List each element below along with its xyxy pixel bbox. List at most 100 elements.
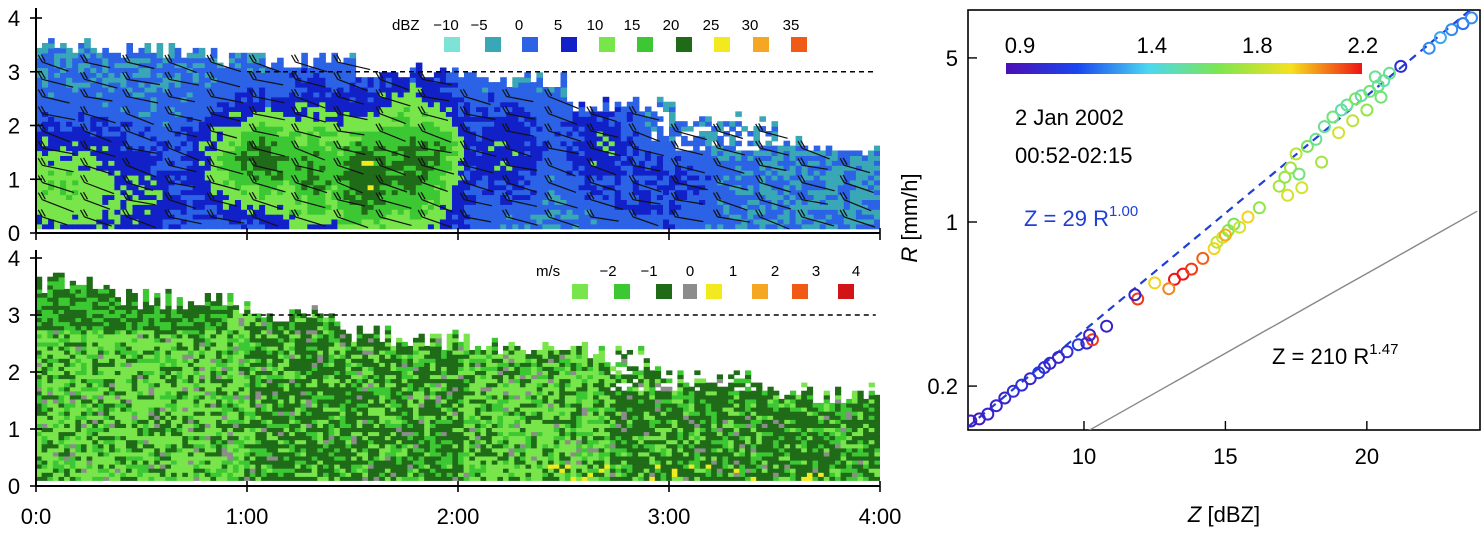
reflectivity-cell <box>253 155 260 161</box>
reflectivity-cell <box>228 77 236 83</box>
reflectivity-cell <box>705 199 712 205</box>
reflectivity-cell <box>259 140 266 147</box>
reflectivity-cell <box>367 174 375 181</box>
reflectivity-cell <box>421 116 429 122</box>
reflectivity-cell <box>120 62 127 69</box>
reflectivity-cell <box>60 87 67 93</box>
reflectivity-cell <box>216 223 224 230</box>
reflectivity-cell <box>247 121 254 127</box>
reflectivity-cell <box>506 170 513 176</box>
reflectivity-cell <box>234 160 242 166</box>
reflectivity-cell <box>180 218 188 225</box>
velocity-cell <box>92 464 99 469</box>
velocity-cell <box>64 402 71 408</box>
reflectivity-cell <box>186 174 194 181</box>
reflectivity-cell <box>144 121 152 127</box>
reflectivity-cell <box>554 150 562 156</box>
reflectivity-cell <box>464 131 471 137</box>
reflectivity-cell <box>42 101 49 108</box>
reflectivity-cell <box>228 96 236 103</box>
reflectivity-cell <box>433 199 441 205</box>
reflectivity-cell <box>120 179 127 186</box>
reflectivity-cell <box>331 179 338 186</box>
reflectivity-cell <box>379 131 387 137</box>
reflectivity-cell <box>337 140 344 147</box>
reflectivity-cell <box>228 170 236 176</box>
reflectivity-cell <box>476 82 483 88</box>
reflectivity-cell <box>337 121 344 127</box>
reflectivity-cell <box>60 155 67 161</box>
reflectivity-cell <box>373 189 381 196</box>
velocity-cell <box>41 305 48 310</box>
reflectivity-cell <box>144 131 152 137</box>
reflectivity-cell <box>216 106 224 112</box>
wind-barb <box>501 88 534 103</box>
reflectivity-cell <box>801 150 809 156</box>
reflectivity-cell <box>825 218 833 225</box>
reflectivity-cell <box>403 126 411 132</box>
reflectivity-cell <box>524 160 531 166</box>
velocity-cell <box>92 317 99 323</box>
reflectivity-cell <box>114 140 121 147</box>
reflectivity-cell <box>54 194 61 200</box>
reflectivity-cell <box>265 82 272 88</box>
reflectivity-cell <box>421 165 429 171</box>
reflectivity-cell <box>66 121 73 127</box>
reflectivity-cell <box>271 91 278 98</box>
reflectivity-cell <box>397 91 405 98</box>
wind-barb <box>333 54 371 71</box>
reflectivity-cell <box>524 145 531 152</box>
velocity-cell <box>103 305 110 310</box>
reflectivity-cell <box>807 170 815 176</box>
reflectivity-cell <box>590 126 598 132</box>
velocity-cell <box>69 407 76 412</box>
reflectivity-cell <box>301 174 308 181</box>
reflectivity-cell <box>228 155 236 161</box>
reflectivity-cell <box>861 155 869 161</box>
wind-barb <box>122 88 159 104</box>
reflectivity-cell <box>476 135 483 142</box>
reflectivity-cell <box>506 87 513 93</box>
reflectivity-cell <box>156 52 164 59</box>
reflectivity-cell <box>578 135 586 142</box>
reflectivity-cell <box>675 126 682 132</box>
reflectivity-cell <box>168 87 176 93</box>
reflectivity-cell <box>681 218 688 225</box>
reflectivity-cell <box>84 204 91 210</box>
reflectivity-cell <box>427 218 435 225</box>
reflectivity-cell <box>42 160 49 166</box>
velocity-cell <box>69 325 76 331</box>
reflectivity-cell <box>470 106 477 112</box>
reflectivity-cell <box>265 106 272 112</box>
reflectivity-cell <box>711 150 718 156</box>
reflectivity-cell <box>271 209 278 215</box>
velocity-cell <box>58 459 65 465</box>
reflectivity-cell <box>96 82 103 88</box>
velocity-cell <box>75 382 82 388</box>
reflectivity-cell <box>36 87 43 93</box>
reflectivity-cell <box>126 72 133 78</box>
reflectivity-cell <box>590 209 598 215</box>
reflectivity-cell <box>735 209 742 215</box>
reflectivity-cell <box>168 155 176 161</box>
reflectivity-cell <box>452 131 459 137</box>
reflectivity-cell <box>301 150 308 156</box>
reflectivity-cell <box>458 194 465 200</box>
reflectivity-cell <box>783 194 791 200</box>
reflectivity-cell <box>313 91 320 98</box>
velocity-cell <box>97 325 105 331</box>
reflectivity-cell <box>711 223 718 230</box>
reflectivity-cell <box>72 218 79 225</box>
reflectivity-cell <box>530 223 537 230</box>
reflectivity-cell <box>331 135 338 142</box>
reflectivity-cell <box>494 199 501 205</box>
reflectivity-cell <box>313 67 320 73</box>
reflectivity-cell <box>156 165 164 171</box>
reflectivity-cell <box>741 165 748 171</box>
reflectivity-cell <box>271 62 278 69</box>
reflectivity-cell <box>337 223 344 230</box>
reflectivity-cell <box>819 209 827 215</box>
velocity-cell <box>81 288 88 294</box>
reflectivity-cell <box>204 150 212 156</box>
reflectivity-cell <box>289 67 296 73</box>
